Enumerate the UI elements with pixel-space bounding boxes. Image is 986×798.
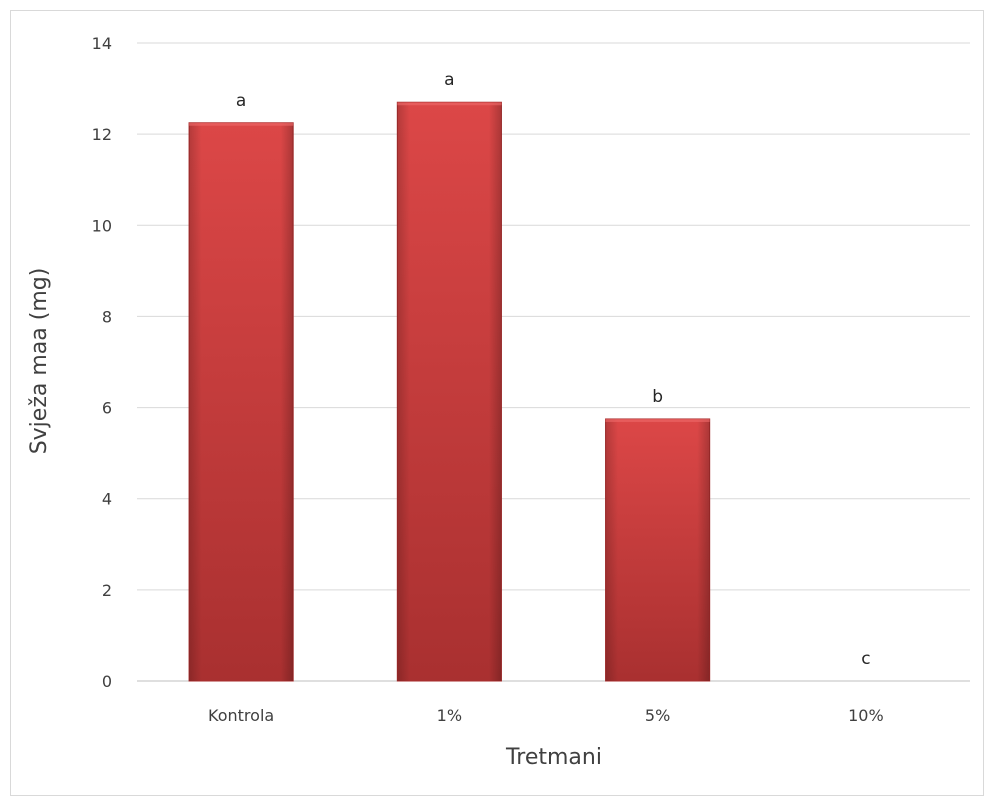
- significance-letter: a: [444, 70, 454, 90]
- significance-letter: b: [652, 387, 663, 407]
- bar-highlight: [397, 102, 502, 106]
- y-tick-label: 14: [92, 34, 112, 53]
- y-tick-label: 2: [102, 581, 112, 600]
- bar-highlight: [189, 122, 294, 126]
- y-tick-label: 10: [92, 216, 112, 235]
- y-tick-labels: 0 2 4 6 8 10 12 14: [92, 34, 112, 691]
- x-tick-label: 10%: [848, 706, 884, 725]
- y-axis-title: Svježa maa (mg): [27, 268, 52, 455]
- significance-letter: c: [861, 649, 870, 669]
- x-tick-label: 1%: [437, 706, 462, 725]
- y-tick-label: 6: [102, 399, 112, 418]
- bar-highlight: [605, 418, 710, 422]
- significance-labels: a a b c: [236, 70, 871, 669]
- y-tick-label: 8: [102, 307, 112, 326]
- bar-shade: [397, 102, 502, 681]
- bars: [188, 101, 711, 682]
- y-tick-label: 12: [92, 125, 112, 144]
- bar-shade: [605, 418, 710, 681]
- x-tick-label: 5%: [645, 706, 670, 725]
- x-axis-title: Tretmani: [505, 745, 602, 770]
- significance-letter: a: [236, 91, 246, 111]
- y-tick-label: 4: [102, 490, 112, 509]
- y-tick-label: 0: [102, 672, 112, 691]
- bar-shade: [189, 122, 294, 681]
- x-tick-label: Kontrola: [208, 706, 274, 725]
- x-tick-labels: Kontrola 1% 5% 10%: [208, 706, 884, 725]
